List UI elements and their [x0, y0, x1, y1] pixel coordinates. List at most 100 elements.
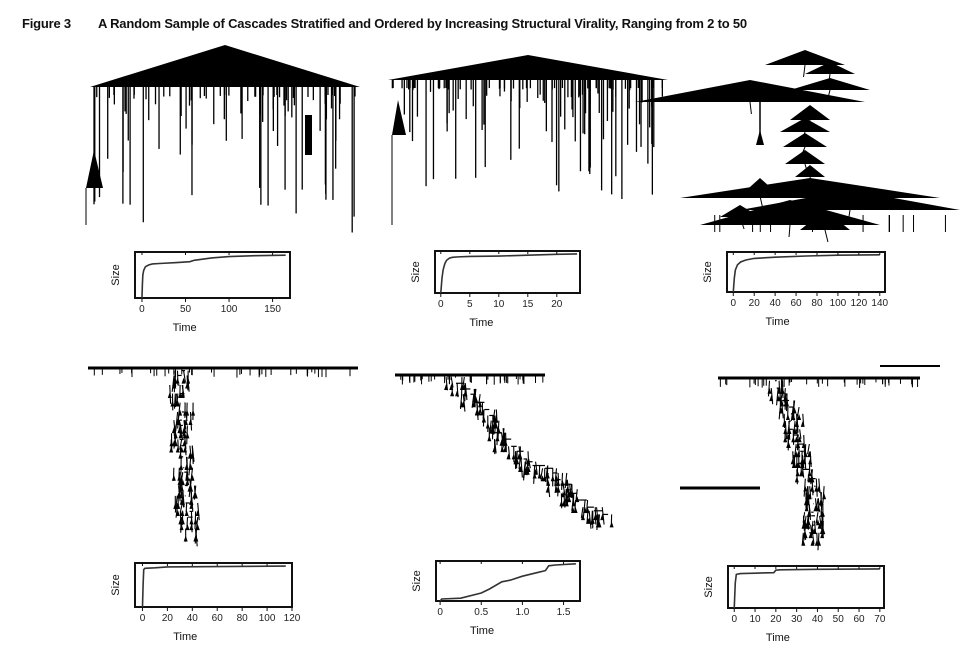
cascade-edge [179, 502, 183, 513]
cascade-subtree [179, 463, 184, 470]
cascade-subtree [794, 420, 799, 427]
cascade-subtree [185, 479, 190, 486]
chart-frame [727, 565, 885, 609]
cascade-subtree [178, 432, 183, 439]
cascade-subtree [600, 514, 605, 521]
cascade-subtree [585, 507, 590, 514]
cascade-subtree [173, 400, 178, 407]
cascade-edge [478, 402, 482, 413]
figure-caption: Figure 3 A Random Sample of Cascades Stra… [22, 16, 747, 31]
cascade-edge [183, 370, 186, 383]
x-axis-label: Time [173, 322, 197, 334]
cascade-subtree [783, 400, 788, 407]
x-axis-label: Time [173, 631, 197, 643]
cascade-edge [793, 454, 796, 467]
cascade-edge [797, 444, 800, 455]
cascade-subtree [492, 446, 497, 453]
cascade-subtree [523, 468, 528, 475]
cascade-edge [571, 499, 574, 512]
cascade-subtree [489, 427, 494, 434]
cascade-subtree [609, 521, 614, 528]
cascade-subtree [776, 395, 781, 402]
cascade-edge [193, 485, 196, 497]
cascade-subtree [518, 465, 523, 472]
size-time-chart-bottom-right: 0 10 20 30 40 50 60 70 Time Size [703, 565, 886, 644]
cascade-edge [770, 388, 774, 405]
cascade-subtree [795, 470, 800, 477]
cascade-subtree [182, 446, 187, 453]
cascade-subtree [560, 479, 565, 486]
cascade-subtree [459, 384, 464, 391]
cascade-subtree [554, 486, 559, 493]
cascade-subtree [191, 409, 196, 416]
cascade-subtree [175, 418, 180, 425]
cascade-subtree [815, 519, 820, 526]
x-tick-label: 150 [264, 304, 281, 315]
cascade-subtree [177, 427, 182, 434]
cascade-subtree [178, 452, 183, 459]
cascade-subtree [797, 414, 802, 421]
cascade-edge [518, 458, 521, 470]
cascade-subtree [780, 387, 785, 394]
size-curve [141, 254, 286, 299]
y-axis-label: Size [411, 570, 423, 591]
cascade-edge [809, 451, 812, 468]
cascade-subtree [569, 491, 574, 498]
cascade-subtree [765, 50, 845, 65]
cascade-subtree [167, 391, 172, 398]
chart-frame [134, 562, 293, 608]
cascade-subtree [810, 485, 815, 492]
cascade-subtree [181, 377, 186, 384]
cascade-subtree [785, 150, 825, 164]
cascade-subtree [444, 384, 449, 391]
cascade-subtree [170, 400, 175, 407]
cascade-subtree [803, 485, 808, 492]
cascade-subtree [188, 463, 193, 470]
x-axis-label: Time [766, 316, 790, 328]
x-tick-label: 0 [730, 298, 736, 309]
cascade-edge [535, 461, 538, 475]
cascade-edge [803, 64, 806, 78]
cascade-edge [176, 393, 179, 404]
cascade-subtree [799, 470, 804, 477]
cascade-subtree [485, 422, 490, 429]
size-curve [439, 563, 576, 602]
cascade-edge [171, 375, 175, 392]
y-axis-label: Size [703, 576, 715, 597]
cascade-edge [575, 489, 578, 500]
cascade-subtree [192, 492, 197, 499]
size-curve [733, 568, 880, 609]
cascade-edge [767, 380, 771, 397]
cascade-subtree [794, 476, 799, 483]
x-tick-label: 10 [749, 614, 761, 625]
cascade-edge [185, 502, 188, 513]
x-tick-label: 40 [187, 613, 199, 624]
cascade-subtree [169, 446, 174, 453]
cascade-subtree [188, 418, 193, 425]
cascade-subtree [808, 532, 813, 539]
cascade-edge [177, 485, 181, 502]
x-tick-label: 10 [493, 299, 505, 310]
cascade-edge [580, 507, 584, 519]
cascade-edge [780, 400, 784, 419]
cascade-subtree [305, 115, 312, 155]
cascade-edge [190, 495, 194, 512]
cascade-subtree [500, 446, 505, 453]
cascade-edge [820, 503, 823, 514]
cascade-subtree [481, 416, 486, 423]
cascade-subtree [175, 509, 180, 516]
cascade-subtree [86, 150, 103, 188]
cascade-subtree [542, 475, 547, 482]
cascade-edge [776, 388, 779, 406]
cascade-subtree [189, 524, 194, 531]
cascade-subtree [171, 474, 176, 481]
cascade-subtree [819, 527, 824, 534]
cascade-edge [796, 406, 800, 417]
cascade-subtree [791, 414, 796, 421]
cascade-edge [184, 439, 187, 456]
x-tick-label: 50 [833, 614, 845, 625]
cascade-subtree [720, 205, 760, 217]
size-time-chart-top-right: 0 20 40 60 80 100 120 140 Time Size [702, 251, 889, 328]
cascade-subtree [769, 395, 774, 402]
